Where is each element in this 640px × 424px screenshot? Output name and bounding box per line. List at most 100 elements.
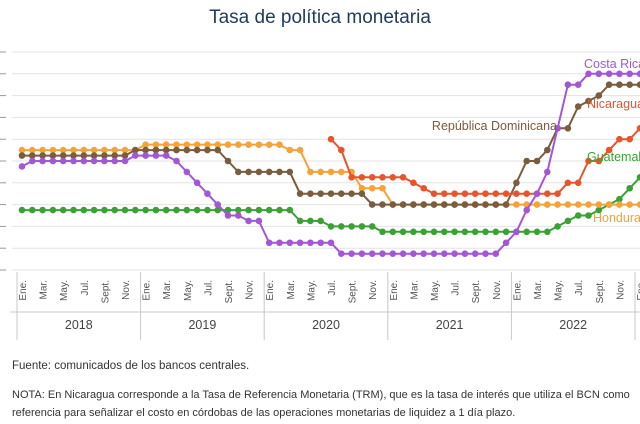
data-point: [441, 201, 448, 208]
series-costa-rica: [18, 70, 640, 257]
data-point: [245, 217, 252, 225]
data-point: [368, 184, 376, 192]
data-point: [348, 223, 355, 230]
data-point: [296, 146, 304, 154]
data-point: [451, 190, 458, 197]
series-labels: Costa Rica República Dominicana Nicaragua G…: [432, 57, 640, 225]
data-point: [317, 190, 325, 197]
data-point: [482, 250, 489, 257]
data-point: [379, 184, 386, 192]
data-point: [214, 141, 221, 148]
data-point: [235, 206, 242, 214]
data-point: [523, 190, 530, 197]
source-note: Fuente: comunicados de los bancos centra…: [12, 360, 250, 372]
data-point: [286, 239, 294, 247]
data-point: [410, 250, 417, 257]
data-point: [29, 146, 36, 154]
data-point: [121, 157, 129, 165]
data-point: [595, 201, 603, 208]
series-group: [18, 70, 640, 257]
data-point: [162, 141, 170, 148]
data-point: [616, 81, 623, 88]
data-point: [276, 168, 283, 176]
data-point: [162, 146, 170, 154]
data-point: [327, 168, 335, 176]
x-tick-label: Ene.: [18, 280, 29, 301]
x-tick-label: May.: [430, 280, 441, 301]
data-point: [101, 146, 108, 154]
data-point: [49, 146, 57, 154]
data-point: [471, 228, 479, 236]
data-point: [307, 217, 314, 225]
x-tick-label: Nov.: [492, 280, 503, 300]
data-point: [224, 141, 232, 148]
data-point: [544, 168, 551, 176]
data-point: [173, 206, 180, 214]
data-point: [564, 201, 572, 208]
data-point: [101, 206, 108, 214]
data-point: [296, 190, 304, 197]
data-point: [29, 157, 36, 165]
data-point: [39, 146, 46, 154]
data-point: [348, 190, 355, 197]
data-point: [80, 157, 88, 165]
data-point: [132, 206, 139, 214]
data-point: [492, 250, 500, 257]
data-point: [585, 70, 592, 78]
data-point: [193, 141, 201, 148]
data-point: [626, 135, 633, 143]
data-point: [616, 201, 623, 208]
data-point: [307, 190, 314, 197]
data-point: [379, 250, 386, 257]
data-point: [554, 125, 561, 132]
data-point: [605, 81, 613, 88]
data-point: [420, 250, 428, 257]
data-point: [544, 201, 551, 208]
data-point: [235, 212, 242, 219]
data-point: [420, 184, 428, 192]
data-point: [605, 201, 613, 208]
data-point: [451, 201, 458, 208]
data-point: [585, 157, 592, 165]
x-tick-label: Jul.: [203, 280, 214, 296]
x-tick-label: Sept.: [224, 280, 235, 303]
x-tick-label: Ene.: [512, 280, 523, 301]
data-point: [585, 201, 592, 208]
data-point: [90, 206, 98, 214]
data-point: [296, 217, 304, 225]
data-point: [286, 206, 294, 214]
data-point: [265, 206, 273, 214]
data-point: [193, 206, 201, 214]
data-point: [214, 146, 221, 154]
data-point: [317, 239, 325, 247]
data-point: [441, 190, 448, 197]
x-tick-label: Jul.: [451, 280, 462, 296]
data-point: [132, 146, 139, 154]
x-tick-label: Ene.: [142, 280, 153, 301]
data-point: [183, 168, 191, 176]
data-point: [49, 152, 57, 159]
series-label: Guatemala: [587, 150, 640, 164]
data-point: [152, 152, 160, 159]
data-point: [111, 206, 118, 214]
data-point: [358, 223, 366, 230]
data-point: [564, 81, 572, 88]
data-point: [574, 103, 582, 110]
data-point: [348, 250, 355, 257]
x-tick-label: Mar.: [286, 280, 297, 299]
data-point: [564, 179, 572, 187]
data-point: [204, 141, 211, 148]
data-point: [111, 157, 118, 165]
data-point: [338, 223, 345, 230]
x-tick-label: Sept.: [348, 280, 359, 303]
data-point: [235, 168, 242, 176]
data-point: [616, 135, 623, 143]
series-label: Nicaragua: [587, 97, 640, 111]
data-point: [410, 228, 417, 236]
x-tick-label: Jul.: [327, 280, 338, 296]
data-point: [90, 146, 98, 154]
data-point: [80, 206, 88, 214]
data-point: [338, 250, 345, 257]
data-point: [59, 152, 67, 159]
data-point: [80, 152, 88, 159]
